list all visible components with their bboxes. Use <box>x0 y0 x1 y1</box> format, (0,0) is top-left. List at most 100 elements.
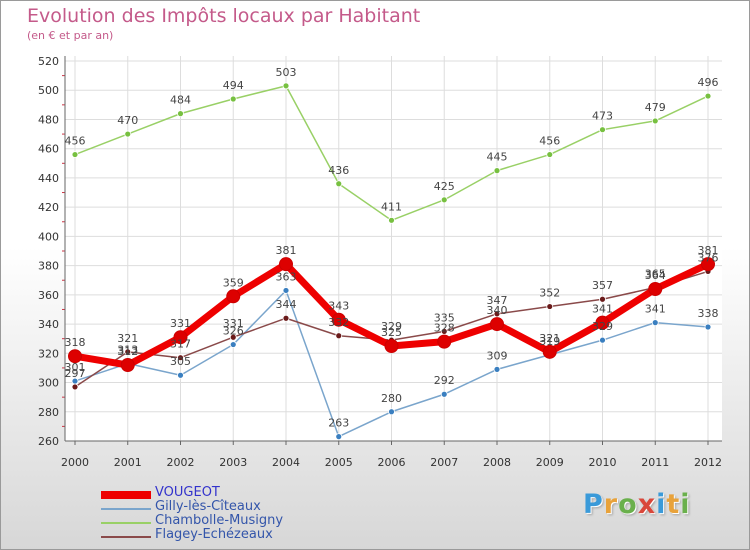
logo-letter: t <box>666 489 681 520</box>
data-point <box>279 257 293 272</box>
data-point <box>546 303 554 310</box>
proxiti-logo: Proxiti <box>583 489 691 520</box>
data-point <box>651 117 659 125</box>
data-point <box>177 110 184 118</box>
data-label: 343 <box>328 300 349 313</box>
data-point <box>124 348 132 356</box>
data-label: 297 <box>65 367 86 380</box>
y-tick-label: 520 <box>38 55 59 68</box>
legend-swatch <box>101 491 151 499</box>
data-point <box>226 289 241 304</box>
y-tick-label: 340 <box>38 318 59 331</box>
data-label: 344 <box>276 298 297 311</box>
data-label: 301 <box>65 361 86 374</box>
logo-letter: o <box>618 489 638 520</box>
data-point <box>440 327 448 335</box>
x-tick-label: 2012 <box>694 456 722 469</box>
data-label: 411 <box>381 200 402 213</box>
data-point <box>229 95 237 103</box>
y-tick-label: 300 <box>38 377 59 390</box>
data-point <box>384 339 399 353</box>
data-label: 365 <box>645 268 666 281</box>
legend-label: Gilly-lès-Cîteaux <box>155 499 261 514</box>
legend-label: Flagey-Echézeaux <box>155 527 273 542</box>
x-tick-label: 2001 <box>114 456 142 469</box>
data-label: 292 <box>434 374 455 387</box>
data-point <box>335 332 343 340</box>
data-label: 470 <box>117 114 138 127</box>
x-tick-label: 2009 <box>536 456 564 469</box>
x-tick-label: 2002 <box>167 456 195 469</box>
data-label: 263 <box>328 417 349 430</box>
data-point <box>173 330 188 345</box>
data-point <box>704 323 712 331</box>
data-label: 445 <box>487 151 508 164</box>
logo-letter: r <box>603 489 619 520</box>
data-point <box>595 315 610 330</box>
data-point <box>651 319 659 327</box>
data-point <box>437 334 452 349</box>
data-label: 319 <box>539 335 560 348</box>
data-label: 479 <box>645 101 666 114</box>
data-label: 381 <box>698 244 719 257</box>
y-tick-label: 320 <box>38 347 59 360</box>
data-label: 494 <box>223 79 244 92</box>
data-point <box>388 216 395 224</box>
logo-letter: x <box>637 489 657 520</box>
data-label: 332 <box>328 316 349 329</box>
data-point <box>282 82 290 90</box>
y-tick-label: 420 <box>38 201 59 214</box>
data-label: 456 <box>65 135 86 148</box>
data-point <box>490 317 504 332</box>
data-point <box>440 390 448 398</box>
data-point <box>71 151 79 158</box>
data-point <box>177 371 184 379</box>
x-tick-label: 2007 <box>430 456 458 469</box>
chart-title: Evolution des Impôts locaux par Habitant <box>27 5 421 27</box>
logo-letter: i <box>680 489 691 520</box>
data-label: 338 <box>698 307 719 320</box>
data-point <box>229 341 237 348</box>
data-label: 335 <box>434 311 455 324</box>
data-point <box>599 336 606 344</box>
logo-letter: i <box>656 489 667 520</box>
data-label: 340 <box>487 304 508 317</box>
legend-item: Gilly-lès-Cîteaux <box>101 499 361 515</box>
data-point <box>599 126 606 134</box>
data-label: 341 <box>645 303 666 316</box>
data-label: 359 <box>223 276 244 289</box>
y-tick-label: 260 <box>38 435 59 448</box>
data-label: 352 <box>539 287 560 300</box>
x-tick-label: 2005 <box>325 456 353 469</box>
data-point <box>648 282 663 296</box>
x-tick-label: 2011 <box>641 456 669 469</box>
x-tick-label: 2010 <box>589 456 617 469</box>
data-label: 321 <box>539 332 560 345</box>
data-label: 331 <box>170 317 191 330</box>
data-label: 326 <box>223 325 244 338</box>
data-label: 309 <box>487 349 508 362</box>
y-tick-label: 440 <box>38 172 59 185</box>
data-label: 305 <box>170 355 191 368</box>
legend: VOUGEOT Gilly-lès-Cîteaux Chambolle-Musign… <box>101 485 361 543</box>
data-point <box>701 257 715 272</box>
data-label: 328 <box>434 322 455 335</box>
data-label: 280 <box>381 392 402 405</box>
data-point <box>229 333 237 341</box>
data-point <box>704 92 712 100</box>
legend-label: VOUGEOT <box>155 485 220 500</box>
y-tick-label: 380 <box>38 260 59 273</box>
y-tick-label: 480 <box>38 113 59 126</box>
data-point <box>493 167 501 175</box>
data-label: 381 <box>276 244 297 257</box>
data-point <box>68 349 82 364</box>
data-label: 313 <box>117 344 138 357</box>
data-label: 329 <box>381 320 402 333</box>
data-point <box>542 344 557 359</box>
legend-label: Chambolle-Musigny <box>155 513 284 528</box>
data-label: 503 <box>276 66 297 79</box>
x-tick-label: 2008 <box>483 456 511 469</box>
data-point <box>71 383 79 391</box>
